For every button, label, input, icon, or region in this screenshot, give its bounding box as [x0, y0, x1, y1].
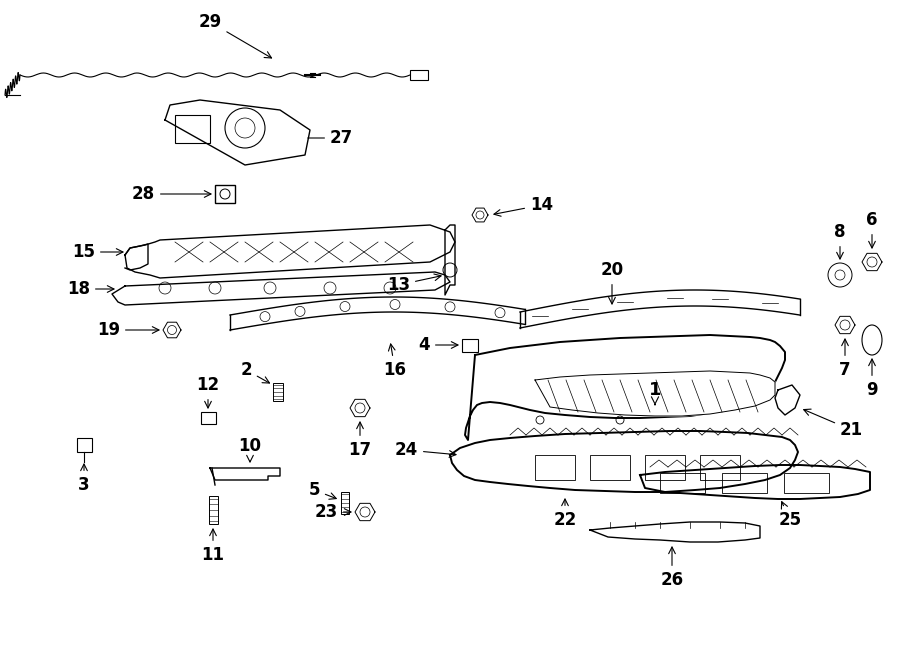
Text: 18: 18 [67, 280, 114, 298]
Text: 10: 10 [238, 437, 262, 462]
Polygon shape [535, 371, 775, 416]
Bar [645, 455, 685, 480]
Polygon shape [112, 272, 450, 305]
Polygon shape [125, 225, 455, 278]
Text: 26: 26 [661, 547, 684, 589]
Text: 17: 17 [348, 422, 372, 459]
Bar [175, 115, 210, 143]
Text: 2: 2 [240, 361, 269, 383]
Text: 28: 28 [132, 185, 211, 203]
Polygon shape [450, 431, 798, 492]
Bar [460, 449, 474, 461]
Polygon shape [775, 385, 800, 415]
Text: 14: 14 [494, 196, 554, 216]
Text: 19: 19 [97, 321, 159, 339]
Text: 6: 6 [866, 211, 878, 248]
Text: 11: 11 [202, 529, 224, 564]
Bar [341, 492, 349, 514]
Text: 1: 1 [649, 381, 662, 405]
Text: 3: 3 [78, 464, 90, 494]
Bar [700, 455, 740, 480]
Bar [201, 412, 215, 424]
Text: 4: 4 [418, 336, 458, 354]
Ellipse shape [862, 325, 882, 355]
Polygon shape [210, 468, 280, 480]
Text: 16: 16 [383, 344, 407, 379]
Bar [590, 455, 630, 480]
Bar [209, 496, 218, 524]
Text: 5: 5 [309, 481, 337, 499]
Text: 9: 9 [866, 359, 878, 399]
Text: 21: 21 [804, 409, 863, 439]
Text: 12: 12 [196, 376, 220, 408]
Text: 27: 27 [308, 129, 353, 147]
Polygon shape [640, 465, 870, 499]
Bar [215, 185, 235, 203]
Bar [410, 70, 428, 80]
Text: 15: 15 [72, 243, 123, 261]
Bar [784, 473, 829, 493]
Text: 8: 8 [834, 223, 846, 259]
Bar [76, 438, 92, 452]
Text: 20: 20 [600, 261, 624, 304]
Text: 23: 23 [315, 503, 351, 521]
Polygon shape [165, 100, 310, 165]
Polygon shape [590, 522, 760, 542]
Bar [660, 473, 705, 493]
Bar [462, 338, 478, 352]
Text: 13: 13 [387, 274, 441, 294]
Text: 29: 29 [198, 13, 272, 58]
Polygon shape [445, 225, 455, 295]
Text: 22: 22 [554, 499, 577, 529]
Polygon shape [465, 335, 785, 440]
Bar [722, 473, 767, 493]
Bar [535, 455, 575, 480]
Bar [273, 383, 283, 401]
Text: 25: 25 [778, 502, 802, 529]
Text: 7: 7 [839, 339, 850, 379]
Text: 24: 24 [395, 441, 456, 459]
